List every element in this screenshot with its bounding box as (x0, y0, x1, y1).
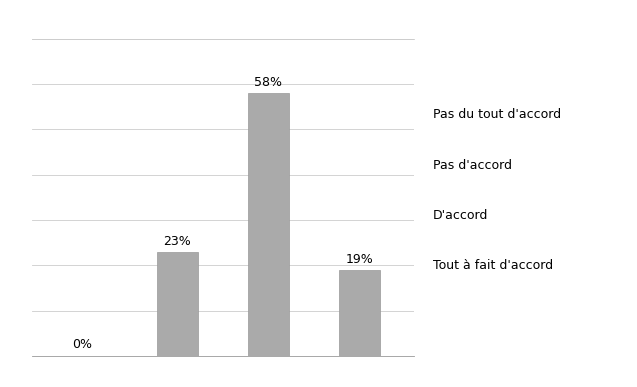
Text: 19%: 19% (346, 253, 373, 266)
Bar (339, 270, 380, 356)
Text: 0%: 0% (72, 337, 92, 351)
Text: 23%: 23% (164, 235, 191, 248)
Bar (157, 252, 198, 356)
Text: D'accord: D'accord (433, 209, 489, 222)
Text: 58%: 58% (254, 77, 282, 89)
Bar (248, 93, 289, 356)
Text: Pas d'accord: Pas d'accord (433, 159, 512, 172)
Text: Pas du tout d'accord: Pas du tout d'accord (433, 108, 561, 122)
Text: Tout à fait d'accord: Tout à fait d'accord (433, 259, 554, 272)
